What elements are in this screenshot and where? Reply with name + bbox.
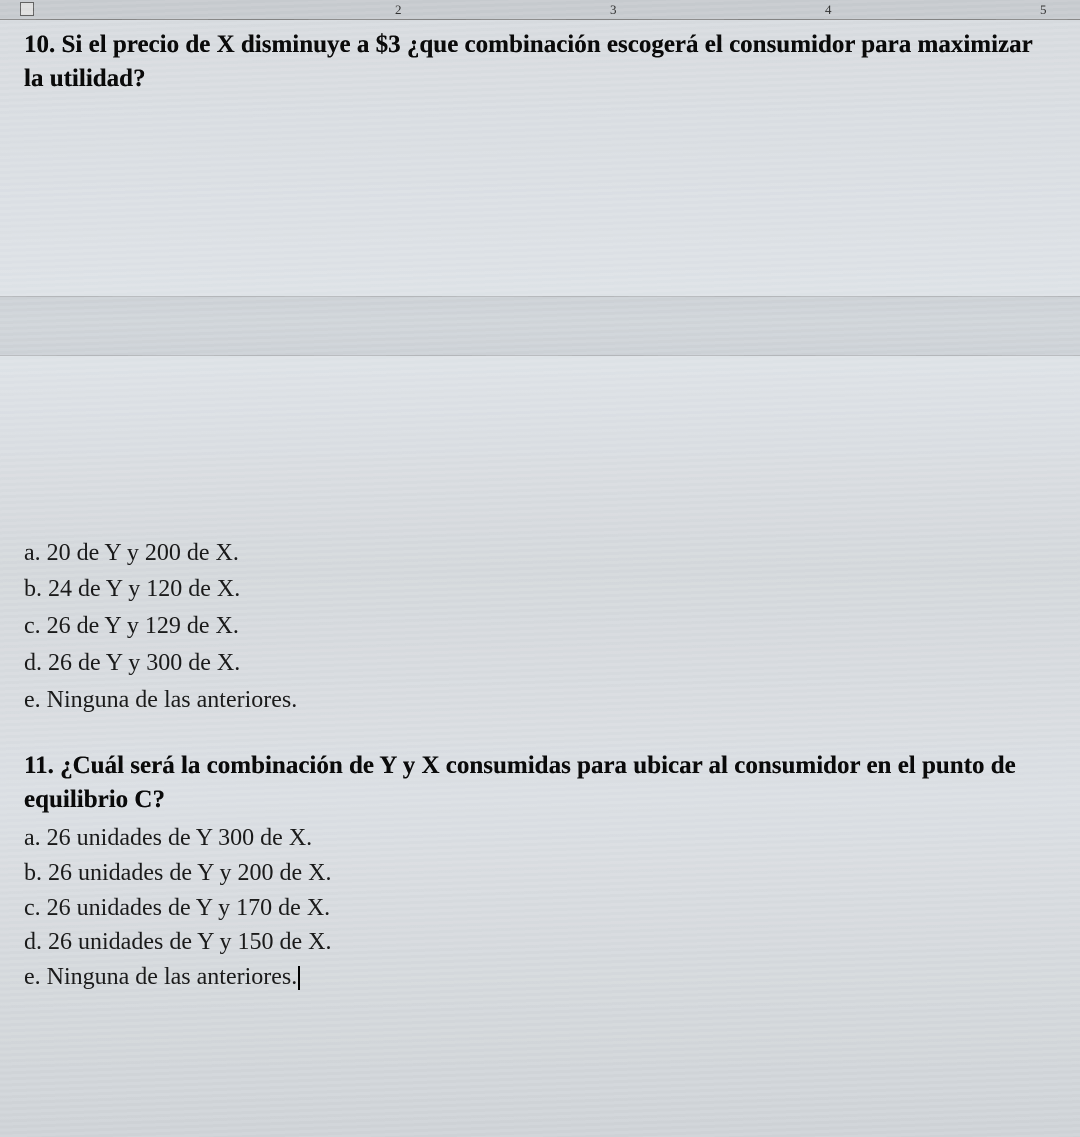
option-letter: d. [24,650,42,676]
ruler-mark: 3 [610,2,617,18]
option-letter: d. [24,929,42,955]
ruler-mark: 4 [825,2,832,18]
option-letter: c. [24,613,41,639]
option-letter: c. [24,895,41,921]
option-text: 26 unidades de Y y 150 de X. [48,929,332,955]
option-letter: e. [24,964,41,990]
option-a: a. 20 de Y y 200 de X. [24,536,1056,571]
option-text: Ninguna de las anteriores. [47,687,298,713]
question-11-options: a. 26 unidades de Y 300 de X. b. 26 unid… [24,821,1056,995]
page-break [0,296,1080,356]
option-b: b. 24 de Y y 120 de X. [24,572,1056,607]
option-letter: b. [24,860,42,886]
option-e: e. Ninguna de las anteriores. [24,960,1056,995]
ruler-mark: 2 [395,2,402,18]
option-c: c. 26 unidades de Y y 170 de X. [24,891,1056,926]
option-text: Ninguna de las anteriores. [47,964,298,990]
question-11-heading: 11. ¿Cuál será la combinación de Y y X c… [24,749,1056,817]
option-letter: a. [24,540,41,566]
question-11: 11. ¿Cuál será la combinación de Y y X c… [24,749,1056,994]
option-letter: b. [24,576,42,602]
option-b: b. 26 unidades de Y y 200 de X. [24,856,1056,891]
question-number: 10. [24,31,55,58]
option-c: c. 26 de Y y 129 de X. [24,609,1056,644]
option-text: 24 de Y y 120 de X. [48,576,240,602]
question-text: ¿Cuál será la combinación de Y y X consu… [24,752,1016,813]
option-letter: a. [24,825,41,851]
question-number: 11. [24,752,54,779]
question-text: Si el precio de X disminuye a $3 ¿que co… [24,31,1032,92]
option-e: e. Ninguna de las anteriores. [24,683,1056,718]
option-letter: e. [24,687,41,713]
option-text: 26 de Y y 300 de X. [48,650,240,676]
option-text: 26 unidades de Y 300 de X. [47,825,313,851]
ruler-mark: 5 [1040,2,1047,18]
question-10-options: a. 20 de Y y 200 de X. b. 24 de Y y 120 … [24,536,1056,718]
option-d: d. 26 unidades de Y y 150 de X. [24,925,1056,960]
ruler: 2 3 4 5 [0,0,1080,20]
document-page[interactable]: 10. Si el precio de X disminuye a $3 ¿qu… [0,20,1080,1015]
option-d: d. 26 de Y y 300 de X. [24,646,1056,681]
question-10-heading: 10. Si el precio de X disminuye a $3 ¿qu… [24,28,1056,96]
option-text: 20 de Y y 200 de X. [47,540,239,566]
tab-stop-marker [20,2,34,16]
option-a: a. 26 unidades de Y 300 de X. [24,821,1056,856]
option-text: 26 unidades de Y y 170 de X. [47,895,331,921]
option-text: 26 de Y y 129 de X. [47,613,239,639]
text-cursor [298,966,300,990]
option-text: 26 unidades de Y y 200 de X. [48,860,332,886]
